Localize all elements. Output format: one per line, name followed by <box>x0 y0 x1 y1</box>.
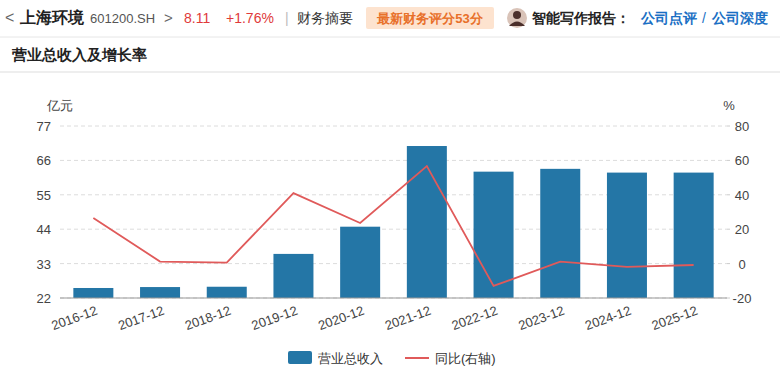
y-tick-label: 22 <box>37 291 51 306</box>
y2-axis-unit: % <box>723 98 735 113</box>
legend-label: 营业总收入 <box>318 351 383 366</box>
bar <box>407 146 447 298</box>
y2-tick-label: 80 <box>735 119 749 134</box>
bar <box>607 173 647 298</box>
x-tick-label: 2025-12 <box>650 303 700 333</box>
y2-tick <box>727 229 730 230</box>
chart-title: 营业总收入及增长率 <box>11 46 147 63</box>
link-separator: / <box>702 10 706 26</box>
x-tick-label: 2016-12 <box>49 303 99 333</box>
bar <box>474 172 514 298</box>
grid-line <box>60 126 727 127</box>
avatar-head <box>513 11 521 19</box>
bar <box>340 227 380 298</box>
y2-tick <box>727 160 730 161</box>
grid-line <box>60 160 727 161</box>
header-divider <box>0 37 780 38</box>
back-arrow[interactable]: < <box>5 9 14 26</box>
y2-tick <box>727 298 730 299</box>
y2-tick <box>727 194 730 195</box>
bar <box>73 288 113 298</box>
price-change: +1.76% <box>226 10 274 26</box>
y-tick-label: 55 <box>37 188 51 203</box>
x-tick-label: 2019-12 <box>250 303 300 333</box>
y-tick-label: 33 <box>37 257 51 272</box>
y2-tick-label: -20 <box>733 291 752 306</box>
report-link[interactable]: 公司深度 <box>711 10 768 26</box>
y2-tick-label: 60 <box>735 153 749 168</box>
report-link[interactable]: 公司点评 <box>640 10 697 26</box>
bar <box>207 287 247 298</box>
y2-tick <box>727 263 730 264</box>
x-tick-label: 2022-12 <box>450 303 500 333</box>
legend-label: 同比(右轴) <box>435 351 496 366</box>
report-label: 智能写作报告： <box>531 10 630 26</box>
y-tick-label: 66 <box>37 153 51 168</box>
y-axis-unit: 亿元 <box>46 98 73 113</box>
separator: | <box>285 10 289 26</box>
legend-swatch <box>288 351 312 364</box>
y2-tick-label: 20 <box>735 222 749 237</box>
line <box>93 166 693 286</box>
y-tick-label: 44 <box>37 222 51 237</box>
x-tick-label: 2023-12 <box>516 303 566 333</box>
company-name: 上海环境 <box>19 8 85 26</box>
price: 8.11 <box>184 10 210 26</box>
y2-tick-label: 0 <box>738 257 745 272</box>
avatar-body <box>509 22 525 27</box>
stock-code: 601200.SH <box>90 11 155 26</box>
summary-tab[interactable]: 财务摘要 <box>297 10 353 26</box>
x-tick-label: 2018-12 <box>183 303 233 333</box>
bar <box>674 173 714 298</box>
score-badge: 最新财务评分53分 <box>376 11 483 26</box>
y2-tick-label: 40 <box>735 188 749 203</box>
avatar <box>507 8 527 28</box>
x-tick-label: 2020-12 <box>316 303 366 333</box>
title-divider <box>0 72 780 73</box>
plot-marks <box>73 146 713 298</box>
bar <box>273 254 313 298</box>
score-badge-bg <box>366 7 494 29</box>
legend-swatch <box>405 357 429 359</box>
y-tick-label: 77 <box>37 119 51 134</box>
forward-arrow[interactable]: > <box>164 9 173 26</box>
x-tick-label: 2024-12 <box>583 303 633 333</box>
bar <box>140 287 180 298</box>
x-tick-label: 2017-12 <box>116 303 166 333</box>
page: < 上海环境 601200.SH >8.11 +1.76% | 财务摘要 最新财务评分53分 智… <box>0 0 780 390</box>
grid-line <box>60 298 727 299</box>
x-axis <box>60 298 727 299</box>
bar <box>540 169 580 298</box>
y2-tick <box>727 126 730 127</box>
x-tick-label: 2021-12 <box>383 303 433 333</box>
